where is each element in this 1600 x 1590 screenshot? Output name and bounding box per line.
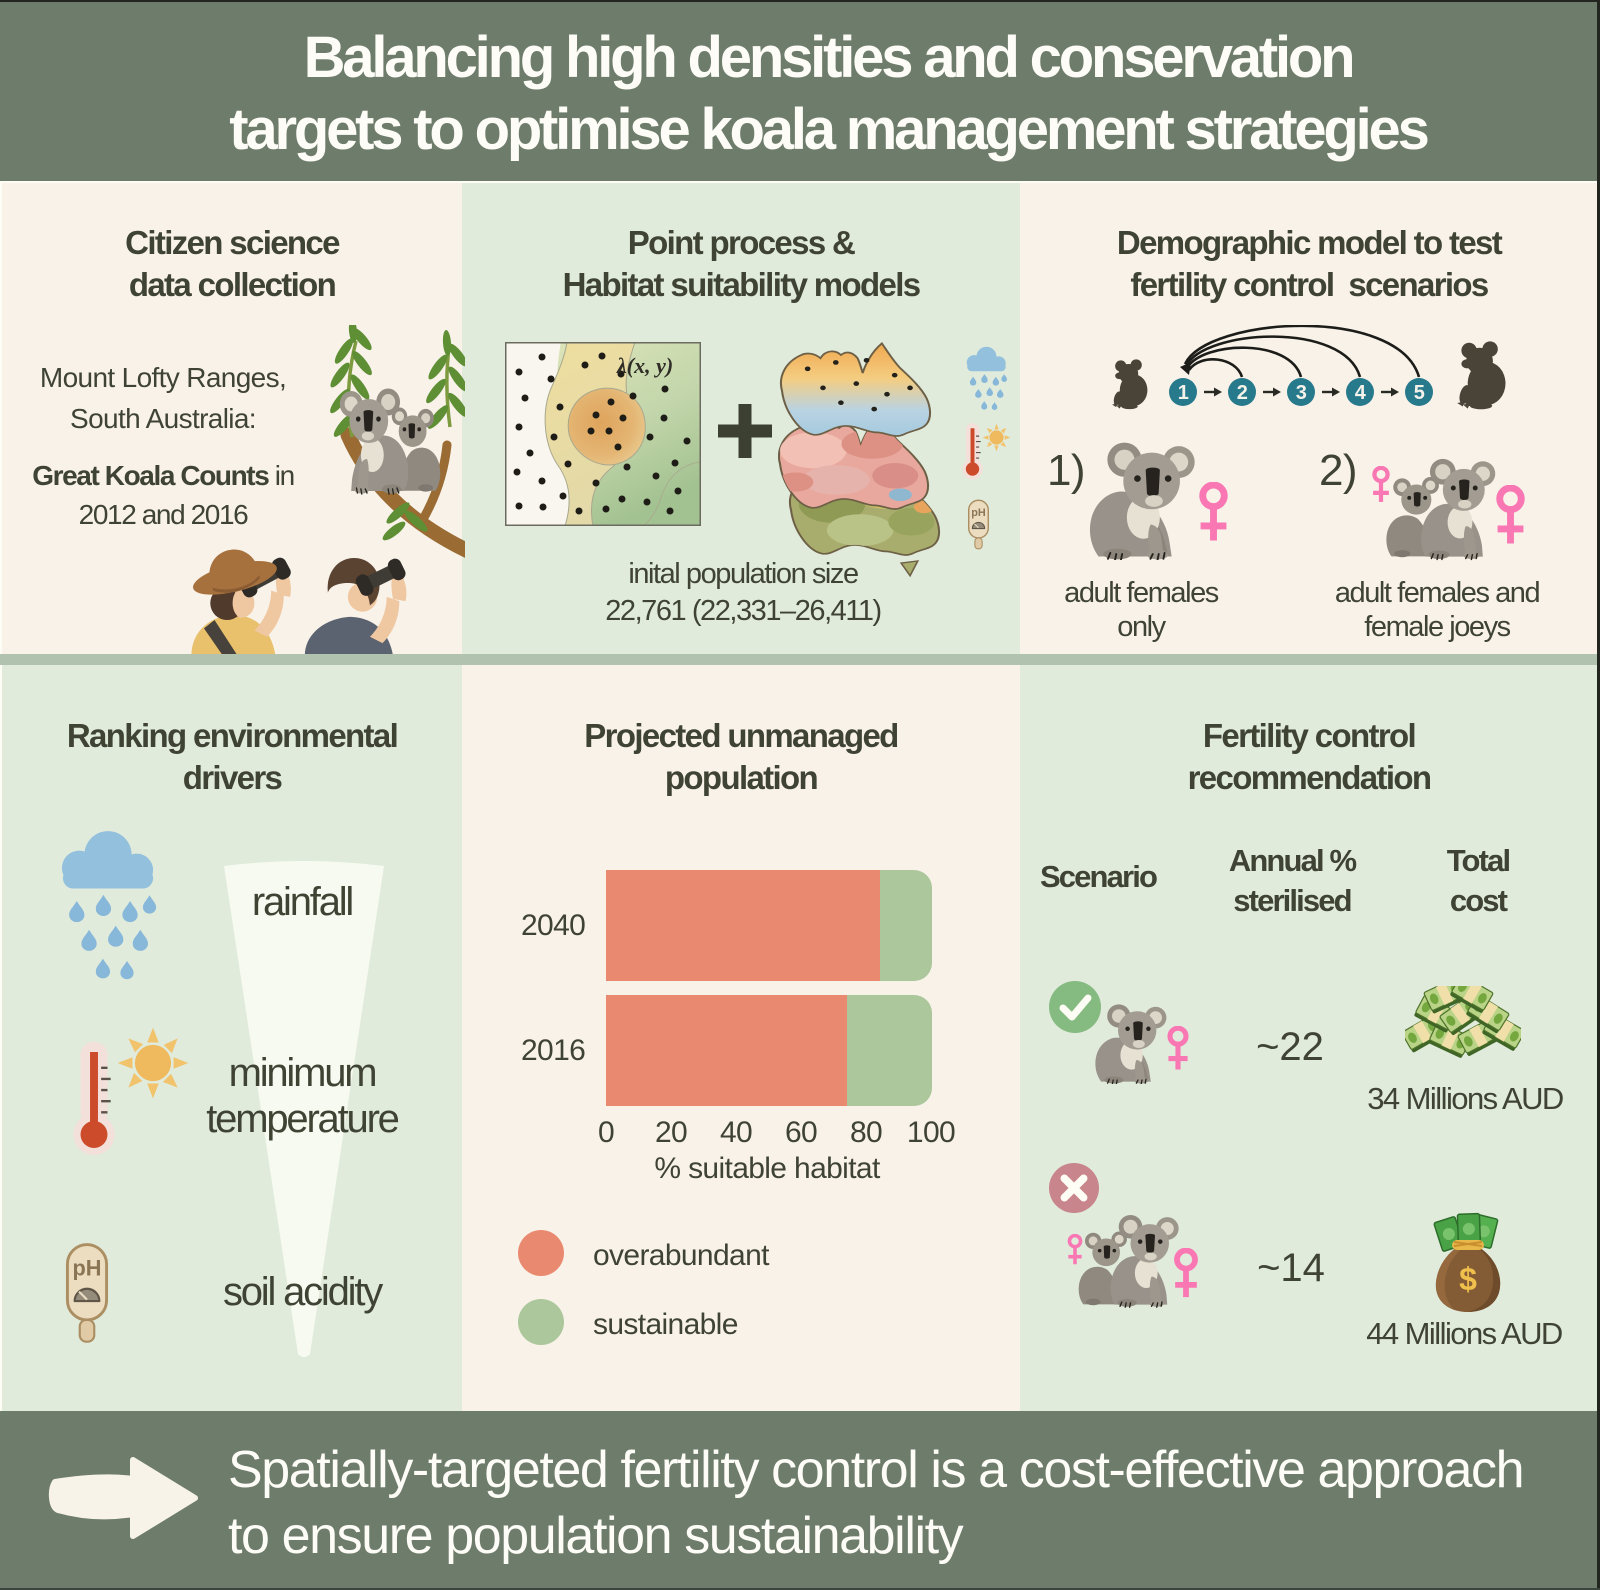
svg-text:$: $ — [1459, 1261, 1477, 1297]
svg-text:λ(x, y): λ(x, y) — [616, 353, 673, 378]
svg-text:3: 3 — [1296, 382, 1307, 404]
svg-text:1: 1 — [1178, 382, 1189, 404]
svg-text:5: 5 — [1414, 382, 1425, 404]
svg-text:2: 2 — [1237, 382, 1248, 404]
svg-text:4: 4 — [1355, 382, 1367, 404]
